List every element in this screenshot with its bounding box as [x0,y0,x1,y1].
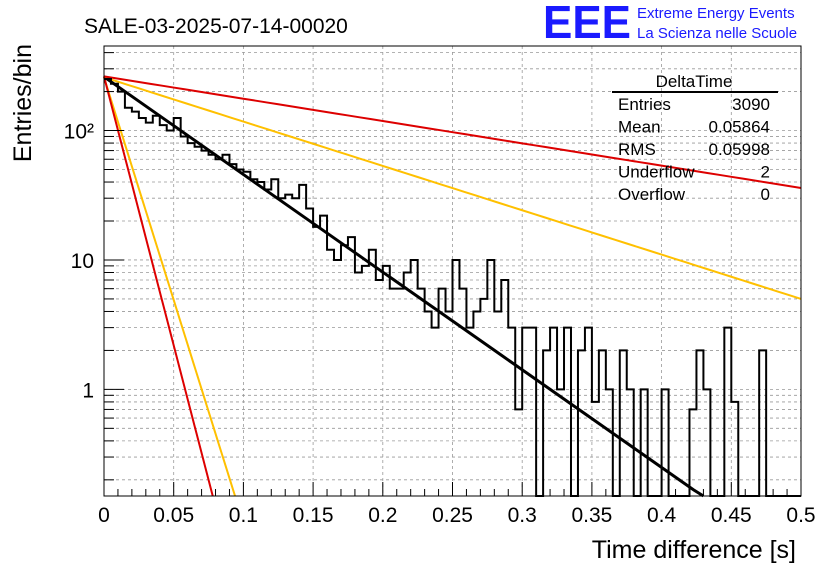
x-tick-labels: 0 0.05 0.1 0.15 0.2 0.25 0.3 0.35 0.4 0.45 0.5 [98,504,815,527]
x-tick-label: 0.05 [153,504,194,527]
stats-rows: Entries 3090 Mean 0.05864 RMS 0.05998 Underflo… [618,95,770,204]
logo-line-2: La Scienza nelle Scuole [637,25,797,42]
x-tick-label: 0.1 [229,504,258,527]
stats-box-title: DeltaTime [656,72,733,91]
stats-row-value: 0.05864 [709,118,770,137]
x-tick-label: 0.5 [786,504,815,527]
x-tick-label: 0.15 [293,504,334,527]
axis-ticks [103,52,802,496]
x-tick-label: 0.3 [508,504,537,527]
x-tick-label: 0.25 [432,504,473,527]
logo-mark: EEE [543,0,631,48]
stats-row-value: 3090 [732,95,770,114]
stats-row-label: RMS [618,140,656,159]
stats-row-label: Entries [618,95,671,114]
y-tick-label: 10 [71,250,94,273]
eee-logo: EEE Extreme Energy Events La Scienza nel… [543,0,797,48]
band-line [103,76,214,497]
x-tick-label: 0 [98,504,110,527]
y-axis-label: Entries/bin [9,44,37,162]
histogram [104,78,801,497]
x-tick-label: 0.4 [647,504,677,527]
logo-line-1: Extreme Energy Events [637,5,795,22]
stats-row-value: 0 [761,185,770,204]
band-line [103,76,236,497]
stats-row-label: Mean [618,118,661,137]
stats-row-label: Underflow [618,163,695,182]
histogram-bins [104,78,801,497]
chart-title: SALE-03-2025-07-14-00020 [84,15,348,38]
y-tick-label: 1 [82,379,94,402]
band-line [103,75,802,189]
band-line [103,76,802,300]
x-axis-label: Time difference [s] [592,536,796,564]
x-tick-label: 0.2 [368,504,397,527]
x-tick-label: 0.35 [571,504,612,527]
stats-row-value: 0.05998 [709,140,770,159]
stats-box: DeltaTime Entries 3090 Mean 0.05864 RMS 0.059… [612,72,778,204]
x-tick-label: 0.45 [711,504,752,527]
stats-row-value: 2 [761,163,770,182]
y-tick-label: 10² [64,121,94,144]
stats-row-label: Overflow [618,185,686,204]
y-tick-labels: 1 10 10² [64,121,94,403]
